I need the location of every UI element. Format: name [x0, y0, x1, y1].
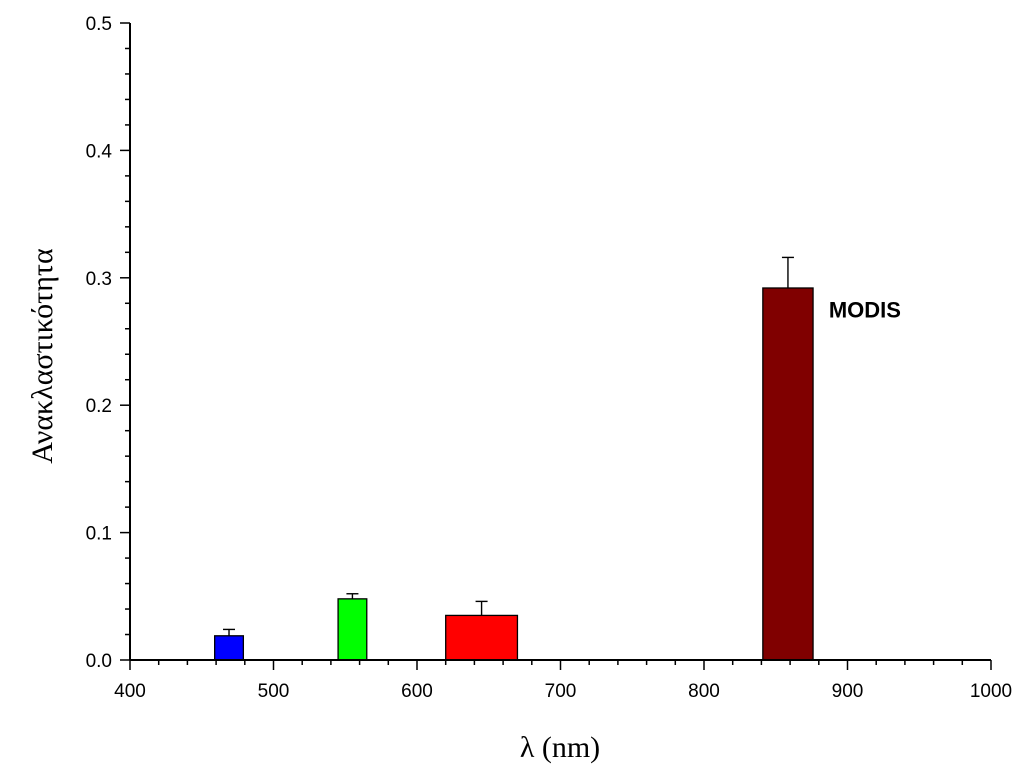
- y-tick-label: 0.0: [86, 651, 112, 672]
- bar-2: [445, 614, 519, 661]
- y-tick-label: 0.5: [86, 14, 112, 35]
- annotation-label: MODIS: [829, 298, 901, 323]
- x-tick-label: 500: [258, 681, 290, 702]
- ticks-layer: [120, 22, 992, 670]
- x-tick-label: 800: [688, 681, 720, 702]
- error-bars-layer: [223, 256, 794, 636]
- bar-3: [762, 287, 814, 661]
- x-tick-label: 600: [401, 681, 433, 702]
- x-tick-label: 1000: [970, 681, 1012, 702]
- y-tick-label: 0.1: [86, 524, 112, 545]
- x-tick-label: 900: [832, 681, 864, 702]
- y-tick-label: 0.3: [86, 269, 112, 290]
- x-axis-title: λ (nm): [520, 731, 600, 764]
- annotations-layer: MODIS: [829, 298, 901, 323]
- bar-1: [337, 598, 368, 661]
- y-tick-label: 0.4: [86, 141, 113, 162]
- y-tick-label: 0.2: [86, 396, 112, 417]
- bar-0: [214, 635, 245, 661]
- axes-layer: [129, 23, 991, 661]
- bars-layer: [214, 287, 814, 661]
- y-axis-title: Ανακλαστικότητα: [26, 248, 59, 464]
- tick-labels-layer: 400 500 600 700 800 900 1000 0.0 0.1 0.2 0.3 0.4 0.5: [86, 14, 1013, 702]
- x-tick-label: 400: [114, 681, 146, 702]
- x-tick-label: 700: [545, 681, 577, 702]
